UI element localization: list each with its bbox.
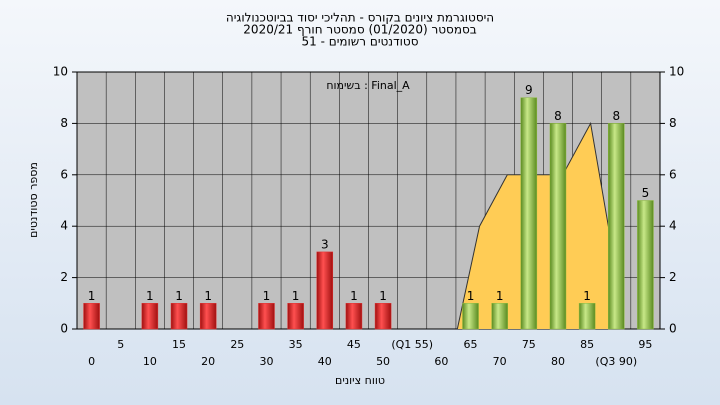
value-label: 9 [525,83,533,97]
bar [345,303,363,330]
x-axis-label: טווח ציונים [335,374,385,387]
x-tick-label: 40 [318,355,332,368]
bar [199,303,217,330]
value-label: 1 [292,289,300,303]
value-label: 1 [379,289,387,303]
chart-title: היסטוגרמת ציונים בקורס - תהליכי יסוד בבי… [226,11,494,25]
x-tick-label: 20 [201,355,215,368]
value-label: 1 [146,289,154,303]
bar [374,303,392,330]
bar [316,251,334,330]
x-tick-label: 85 [580,338,594,351]
x-tick-label: 35 [289,338,303,351]
bar [287,303,304,330]
bar [549,123,567,330]
y2-tick-label: 2 [669,270,677,284]
chart-subtitle: סטודנטים רשומים - 51 [301,35,418,49]
x-tick-label: 0 [88,355,95,368]
value-label: 1 [350,289,358,303]
x-tick-label: 95 [638,338,652,351]
y2-tick-label: 6 [669,167,677,181]
y2-tick-label: 8 [669,116,677,130]
value-label: 1 [496,289,504,303]
x-tick-label: 10 [143,355,157,368]
value-label: 3 [321,237,329,251]
chart-subtitle: בסמסטר (01/2020) סמסטר חורף 2020/21 [243,23,476,37]
value-label: 1 [88,289,96,303]
bar [462,303,479,330]
bar [578,303,596,330]
y-tick-label: 10 [53,65,68,79]
value-label: 1 [175,289,183,303]
value-label: 8 [554,109,562,123]
x-tick-label: 75 [522,338,536,351]
value-label: 1 [204,289,212,303]
x-tick-label: 65 [464,338,478,351]
bar [608,123,625,330]
y-axis-label: מספר סטודנטים [27,162,40,238]
y2-tick-label: 4 [669,219,677,233]
value-label: 1 [263,289,271,303]
value-label: 5 [642,186,650,200]
value-label: 1 [467,289,475,303]
x-tick-label: 25 [230,338,244,351]
x-tick-label: 15 [172,338,186,351]
y-tick-label: 2 [60,270,68,284]
bar [637,200,654,330]
bar [520,97,538,330]
y-tick-label: 0 [60,322,68,336]
value-label: 1 [583,289,591,303]
bar [491,303,508,330]
y2-tick-label: 0 [669,322,677,336]
x-tick-label: (Q3 90) [595,355,637,368]
x-tick-label: 70 [493,355,507,368]
bar [83,303,100,330]
y-tick-label: 6 [60,167,68,181]
y2-tick-label: 10 [669,65,684,79]
x-tick-label: 5 [117,338,124,351]
x-tick-label: 60 [434,355,448,368]
y-tick-label: 4 [60,219,68,233]
bar [141,303,159,330]
value-label: 8 [612,109,620,123]
x-tick-label: 50 [376,355,390,368]
bar [258,303,275,330]
x-tick-label: (Q1 55) [391,338,433,351]
x-tick-label: 45 [347,338,361,351]
x-tick-label: 30 [259,355,273,368]
x-tick-label: 80 [551,355,565,368]
bar [170,303,188,330]
y-tick-label: 8 [60,116,68,130]
annotation: בשימוח : Final_A [326,79,410,92]
